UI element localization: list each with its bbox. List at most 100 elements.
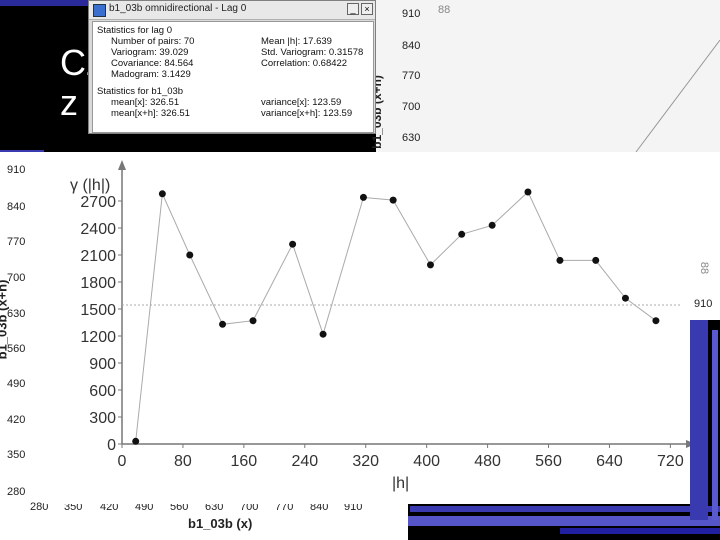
back-scatter-diagonal: [635, 39, 720, 152]
left-scatter-ytick: 280: [7, 486, 26, 498]
y-tick-label: 2100: [80, 248, 116, 265]
variogram-point: [488, 221, 496, 229]
y-axis-title: γ (|h|): [70, 177, 110, 194]
left-scatter-x-label: b1_03b (x): [188, 516, 253, 531]
left-scatter-xtick: 840: [310, 501, 329, 513]
left-scatter-xtick: 770: [275, 501, 294, 513]
variogram-point: [592, 256, 600, 264]
slide-bar-right-thin: [712, 330, 718, 520]
left-scatter-xtick: 490: [135, 501, 154, 513]
y-tick-label: 2400: [80, 221, 116, 238]
x-tick-label: 480: [474, 453, 501, 470]
variogram-point: [158, 190, 166, 198]
stat-left: Madogram: 3.1429: [111, 69, 191, 80]
slide-bar-bottom-1: [410, 506, 720, 512]
left-scatter-ytick: 770: [7, 236, 26, 248]
x-tick-label: 400: [413, 453, 440, 470]
left-scatter-ytick: 910: [7, 164, 26, 176]
left-scatter-ytick: 490: [7, 378, 26, 390]
stat-left: Covariance: 84.564: [111, 58, 194, 69]
x-tick-label: 160: [231, 453, 258, 470]
y-tick-label: 900: [89, 356, 116, 373]
left-scatter-xtick: 630: [205, 501, 224, 513]
back-scatter-ytick: 700: [402, 101, 421, 113]
stat-left: Number of pairs: 70: [111, 36, 195, 47]
minimize-button[interactable]: _: [347, 3, 359, 15]
left-scatter-ytick: 560: [7, 343, 26, 355]
y-tick-label: 1500: [80, 302, 116, 319]
variogram-point: [621, 294, 629, 302]
left-scatter-xtick: 280: [30, 501, 49, 513]
variogram-point: [426, 261, 434, 269]
section-header: Statistics for lag 0: [97, 25, 172, 36]
slide-bar-bottom-3: [560, 528, 720, 534]
back-scatter-ytick: 840: [402, 40, 421, 52]
x-axis-title: |h|: [392, 475, 409, 492]
slide-bar-right: [690, 320, 708, 520]
x-tick-label: 240: [291, 453, 318, 470]
stat-right: variance[x]: 123.59: [261, 97, 342, 108]
right-scatter-tick: 910: [694, 298, 713, 310]
x-tick-label: 80: [174, 453, 192, 470]
left-scatter-xtick: 420: [100, 501, 119, 513]
variogram-point: [524, 188, 532, 196]
y-tick-label: 1200: [80, 329, 116, 346]
back-scatter-panel: b1_03b (x+h) 910 840 770 700 630 88: [370, 0, 720, 152]
left-scatter-xtick: 700: [240, 501, 259, 513]
variogram-point: [652, 317, 660, 325]
variogram-point: [132, 437, 140, 445]
back-scatter-corner-text: 88: [438, 4, 451, 16]
slide-title-line2: z: [60, 82, 78, 123]
variogram-point: [556, 256, 564, 264]
left-scatter-ytick: 420: [7, 414, 26, 426]
variogram-point: [219, 320, 227, 328]
dialog-title: b1_03b omnidirectional - Lag 0: [109, 3, 247, 14]
stat-right: Std. Variogram: 0.31578: [261, 47, 364, 58]
left-scatter-xtick: 910: [344, 501, 363, 513]
slide-bar-bottom-2: [400, 516, 720, 526]
left-scatter-ytick: 630: [7, 308, 26, 320]
variogram-point: [458, 230, 466, 238]
variogram-point: [389, 196, 397, 204]
slide-bar-top: [0, 0, 88, 6]
back-scatter-ytick: 770: [402, 70, 421, 82]
variogram-series-line: [135, 191, 657, 442]
variogram-point: [186, 251, 194, 259]
variogram-point: [289, 240, 297, 248]
statistics-dialog[interactable]: b1_03b omnidirectional - Lag 0 _ × Stati…: [88, 0, 376, 134]
left-scatter-xtick: 560: [170, 501, 189, 513]
y-tick-label: 300: [89, 410, 116, 427]
stat-right: Mean |h|: 17.639: [261, 36, 332, 47]
left-scatter-xtick: 350: [64, 501, 83, 513]
back-scatter-ytick: 630: [402, 132, 421, 144]
x-tick-label: 640: [596, 453, 623, 470]
app-icon: [93, 4, 106, 17]
close-button[interactable]: ×: [361, 3, 373, 15]
y-tick-label: 600: [89, 383, 116, 400]
section-header: Statistics for b1_03b: [97, 86, 184, 97]
x-tick-label: 720: [657, 453, 684, 470]
back-scatter-ytick: 910: [402, 8, 421, 20]
left-scatter-ytick: 840: [7, 201, 26, 213]
y-axis-arrow: [118, 160, 126, 170]
y-tick-label: 1800: [80, 275, 116, 292]
variogram-point: [249, 317, 257, 325]
variogram-chart: 0 80 160 240 320 400 480 560 640 720 0 300 600 900 120…: [44, 152, 690, 504]
stat-left: Variogram: 39.029: [111, 47, 189, 58]
variogram-point: [359, 193, 367, 201]
left-scatter-ytick: 350: [7, 449, 26, 461]
stat-left: mean[x]: 326.51: [111, 97, 180, 108]
x-tick-label: 320: [352, 453, 379, 470]
right-scatter-corner-text: 88: [698, 261, 711, 275]
y-tick-label: 2700: [80, 194, 116, 211]
stat-right: Correlation: 0.68422: [261, 58, 348, 69]
dialog-stats-body: Statistics for lag 0 Number of pairs: 70…: [92, 21, 374, 133]
dialog-title-bar[interactable]: b1_03b omnidirectional - Lag 0 _ ×: [89, 1, 375, 20]
variogram-point: [319, 330, 327, 338]
left-scatter-ytick: 700: [7, 272, 26, 284]
stat-left: mean[x+h]: 326.51: [111, 108, 190, 119]
y-tick-label: 0: [107, 437, 116, 454]
variogram-chart-svg: 0 80 160 240 320 400 480 560 640 720 0 300 600 900 120…: [70, 160, 690, 492]
x-axis-arrow: [686, 440, 690, 448]
x-tick-label: 0: [118, 453, 127, 470]
